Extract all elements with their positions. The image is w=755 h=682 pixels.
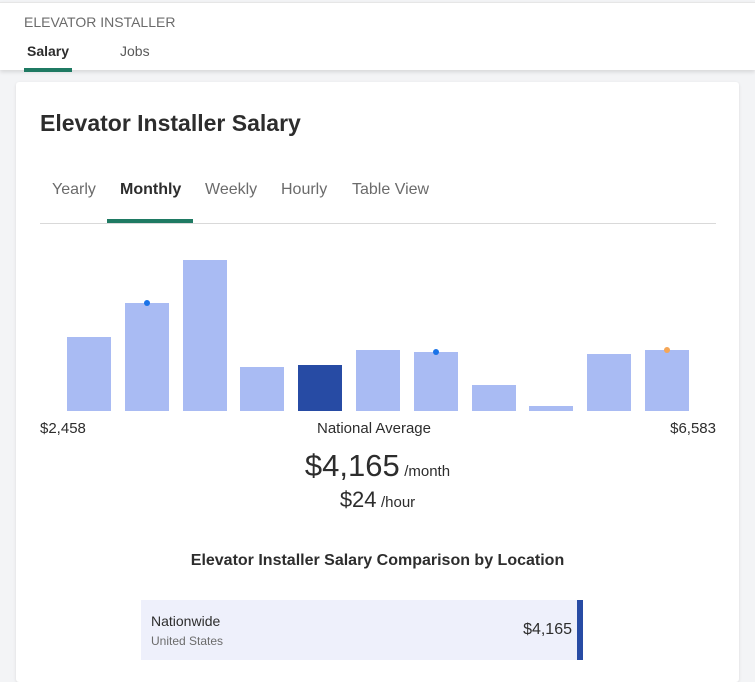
- histogram-bar[interactable]: [298, 365, 343, 411]
- histogram-bar[interactable]: [413, 349, 458, 411]
- monthly-average: $4,165 /month: [16, 448, 739, 484]
- location-value: $4,165: [523, 621, 572, 638]
- tab-jobs[interactable]: Jobs: [120, 43, 150, 59]
- histogram-bar[interactable]: [471, 385, 516, 411]
- marker-dot: [664, 347, 670, 353]
- tab-table-view[interactable]: Table View: [352, 181, 430, 198]
- histogram-bar[interactable]: [240, 367, 285, 411]
- hourly-average: $24 /hour: [16, 487, 739, 513]
- salary-histogram: [16, 242, 739, 414]
- comparison-title: Elevator Installer Salary Comparison by …: [190, 552, 565, 569]
- location-name: Nationwide: [151, 613, 221, 629]
- histogram-bar[interactable]: [124, 300, 169, 411]
- hourly-value: $24: [339, 487, 377, 512]
- top-nav: ELEVATOR INSTALLER Salary Jobs: [0, 2, 755, 72]
- hourly-unit: /hour: [380, 494, 416, 511]
- active-tab-indicator: [107, 219, 193, 223]
- monthly-value: $4,165: [304, 448, 400, 483]
- comparison-row[interactable]: Nationwide United States $4,165: [141, 600, 583, 660]
- max-salary-label: $6,583: [670, 420, 716, 437]
- active-tab-indicator: [24, 68, 72, 72]
- breadcrumb: ELEVATOR INSTALLER: [24, 14, 176, 30]
- monthly-unit: /month: [404, 463, 451, 480]
- marker-dot: [143, 300, 150, 306]
- histogram-bar[interactable]: [587, 354, 632, 411]
- histogram-bar[interactable]: [529, 406, 574, 411]
- histogram-bar[interactable]: [67, 337, 111, 411]
- tab-monthly[interactable]: Monthly: [120, 181, 182, 198]
- national-average-label: National Average: [317, 420, 431, 437]
- tab-yearly[interactable]: Yearly: [52, 181, 96, 198]
- histogram-bar[interactable]: [356, 350, 400, 411]
- divider: [40, 223, 716, 224]
- tab-hourly[interactable]: Hourly: [281, 181, 328, 198]
- tab-salary[interactable]: Salary: [27, 43, 70, 59]
- salary-card: Elevator Installer Salary Yearly Monthly…: [16, 82, 739, 682]
- histogram-bar[interactable]: [645, 347, 689, 411]
- min-salary-label: $2,458: [40, 420, 86, 437]
- tab-weekly[interactable]: Weekly: [205, 181, 258, 198]
- marker-dot: [432, 349, 439, 355]
- location-sub: United States: [151, 634, 224, 648]
- histogram-bar[interactable]: [182, 260, 227, 411]
- page-title: Elevator Installer Salary: [40, 110, 301, 136]
